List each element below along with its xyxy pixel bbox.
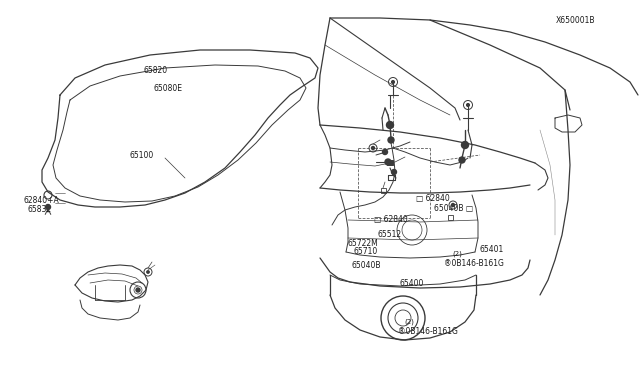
Text: 65512: 65512 xyxy=(377,230,401,238)
Text: 65100: 65100 xyxy=(130,151,154,160)
Bar xyxy=(387,160,393,165)
Text: 65710: 65710 xyxy=(354,247,378,257)
Circle shape xyxy=(451,203,454,206)
Text: ®0B146-B161G: ®0B146-B161G xyxy=(444,260,504,269)
Text: □ 62840: □ 62840 xyxy=(374,215,408,224)
Text: (2): (2) xyxy=(452,251,462,257)
Circle shape xyxy=(371,147,374,150)
Circle shape xyxy=(392,170,397,174)
Bar xyxy=(381,187,385,192)
Text: (2): (2) xyxy=(404,319,414,325)
Text: X650001B: X650001B xyxy=(556,16,595,25)
Circle shape xyxy=(387,122,394,128)
Text: ®0B146-B161G: ®0B146-B161G xyxy=(398,327,458,337)
Text: 65722M: 65722M xyxy=(347,238,378,247)
Text: 65820: 65820 xyxy=(143,65,167,74)
Circle shape xyxy=(45,205,51,209)
Text: 65401: 65401 xyxy=(479,244,503,253)
Circle shape xyxy=(459,157,465,163)
Circle shape xyxy=(392,81,394,83)
Circle shape xyxy=(136,288,140,292)
Circle shape xyxy=(388,137,394,143)
Text: 62840+A: 62840+A xyxy=(24,196,60,205)
Bar xyxy=(447,215,452,219)
Text: 65040B □: 65040B □ xyxy=(434,203,473,212)
Circle shape xyxy=(385,159,391,165)
Circle shape xyxy=(461,141,468,148)
Circle shape xyxy=(147,271,149,273)
Circle shape xyxy=(383,150,387,154)
Circle shape xyxy=(467,104,469,106)
Text: 65832: 65832 xyxy=(28,205,52,214)
Text: 65080E: 65080E xyxy=(153,83,182,93)
Text: □ 62840: □ 62840 xyxy=(416,193,450,202)
Text: 65040B: 65040B xyxy=(352,260,381,269)
Text: 65400: 65400 xyxy=(399,279,424,289)
